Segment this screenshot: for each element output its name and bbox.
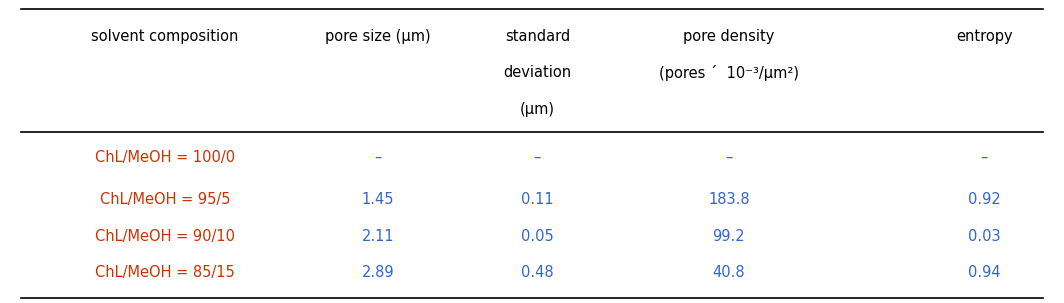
Text: solvent composition: solvent composition — [92, 29, 238, 44]
Text: 99.2: 99.2 — [713, 229, 745, 244]
Text: 0.05: 0.05 — [521, 229, 553, 244]
Text: ChL/MeOH = 85/15: ChL/MeOH = 85/15 — [95, 265, 235, 280]
Text: 0.94: 0.94 — [968, 265, 1000, 280]
Text: pore size (μm): pore size (μm) — [325, 29, 431, 44]
Text: standard: standard — [504, 29, 570, 44]
Text: –: – — [726, 150, 732, 165]
Text: ChL/MeOH = 90/10: ChL/MeOH = 90/10 — [95, 229, 235, 244]
Text: pore density: pore density — [683, 29, 775, 44]
Text: entropy: entropy — [955, 29, 1013, 44]
Text: 2.89: 2.89 — [362, 265, 394, 280]
Text: –: – — [534, 150, 541, 165]
Text: (pores ´  10⁻³/μm²): (pores ´ 10⁻³/μm²) — [659, 65, 799, 81]
Text: 0.03: 0.03 — [968, 229, 1000, 244]
Text: 0.48: 0.48 — [521, 265, 553, 280]
Text: deviation: deviation — [503, 65, 571, 80]
Text: (μm): (μm) — [520, 102, 554, 117]
Text: 183.8: 183.8 — [708, 192, 750, 208]
Text: 0.11: 0.11 — [521, 192, 553, 208]
Text: ChL/MeOH = 100/0: ChL/MeOH = 100/0 — [95, 150, 235, 165]
Text: 2.11: 2.11 — [362, 229, 394, 244]
Text: 0.92: 0.92 — [968, 192, 1000, 208]
Text: ChL/MeOH = 95/5: ChL/MeOH = 95/5 — [100, 192, 230, 208]
Text: –: – — [981, 150, 987, 165]
Text: 1.45: 1.45 — [362, 192, 394, 208]
Text: –: – — [375, 150, 381, 165]
Text: 40.8: 40.8 — [713, 265, 745, 280]
